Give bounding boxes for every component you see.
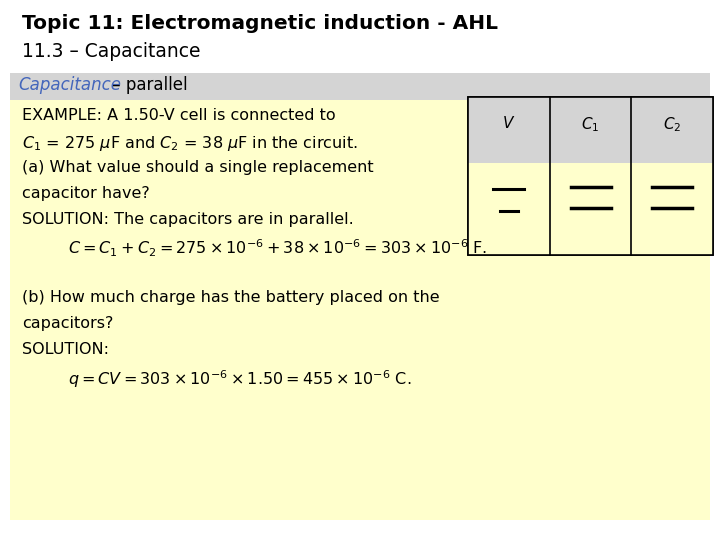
Text: 11.3 – Capacitance: 11.3 – Capacitance xyxy=(22,42,200,61)
Text: Capacitance: Capacitance xyxy=(18,76,121,94)
Text: EXAMPLE: A 1.50-V cell is connected to: EXAMPLE: A 1.50-V cell is connected to xyxy=(22,108,336,123)
Text: (a) What value should a single replacement: (a) What value should a single replaceme… xyxy=(22,160,374,175)
Bar xyxy=(10,73,710,100)
Text: $C_2$: $C_2$ xyxy=(663,115,681,134)
Text: $C = C_1 + C_2 = 275\times10^{-6} + 38\times10^{-6} = 303\times10^{-6}$ F.: $C = C_1 + C_2 = 275\times10^{-6} + 38\t… xyxy=(68,238,487,259)
Bar xyxy=(468,164,713,255)
Text: SOLUTION:: SOLUTION: xyxy=(22,342,109,357)
Bar xyxy=(468,97,713,164)
Bar xyxy=(468,97,713,255)
Bar xyxy=(468,97,713,255)
Text: capacitors?: capacitors? xyxy=(22,316,113,331)
Text: capacitor have?: capacitor have? xyxy=(22,186,150,201)
Text: SOLUTION: The capacitors are in parallel.: SOLUTION: The capacitors are in parallel… xyxy=(22,212,354,227)
Text: $C_1$: $C_1$ xyxy=(581,115,600,134)
Bar xyxy=(10,100,710,520)
Text: – parallel: – parallel xyxy=(107,76,188,94)
Text: $C_1$ = 275 $\mu$F and $C_2$ = 38 $\mu$F in the circuit.: $C_1$ = 275 $\mu$F and $C_2$ = 38 $\mu$F… xyxy=(22,134,358,153)
Text: $V$: $V$ xyxy=(502,115,516,131)
Text: (b) How much charge has the battery placed on the: (b) How much charge has the battery plac… xyxy=(22,290,440,305)
Text: Topic 11: Electromagnetic induction - AHL: Topic 11: Electromagnetic induction - AH… xyxy=(22,14,498,33)
Text: $q = CV = 303\times10^{-6}\times1.50 = 455\times10^{-6}$ C.: $q = CV = 303\times10^{-6}\times1.50 = 4… xyxy=(68,368,411,390)
